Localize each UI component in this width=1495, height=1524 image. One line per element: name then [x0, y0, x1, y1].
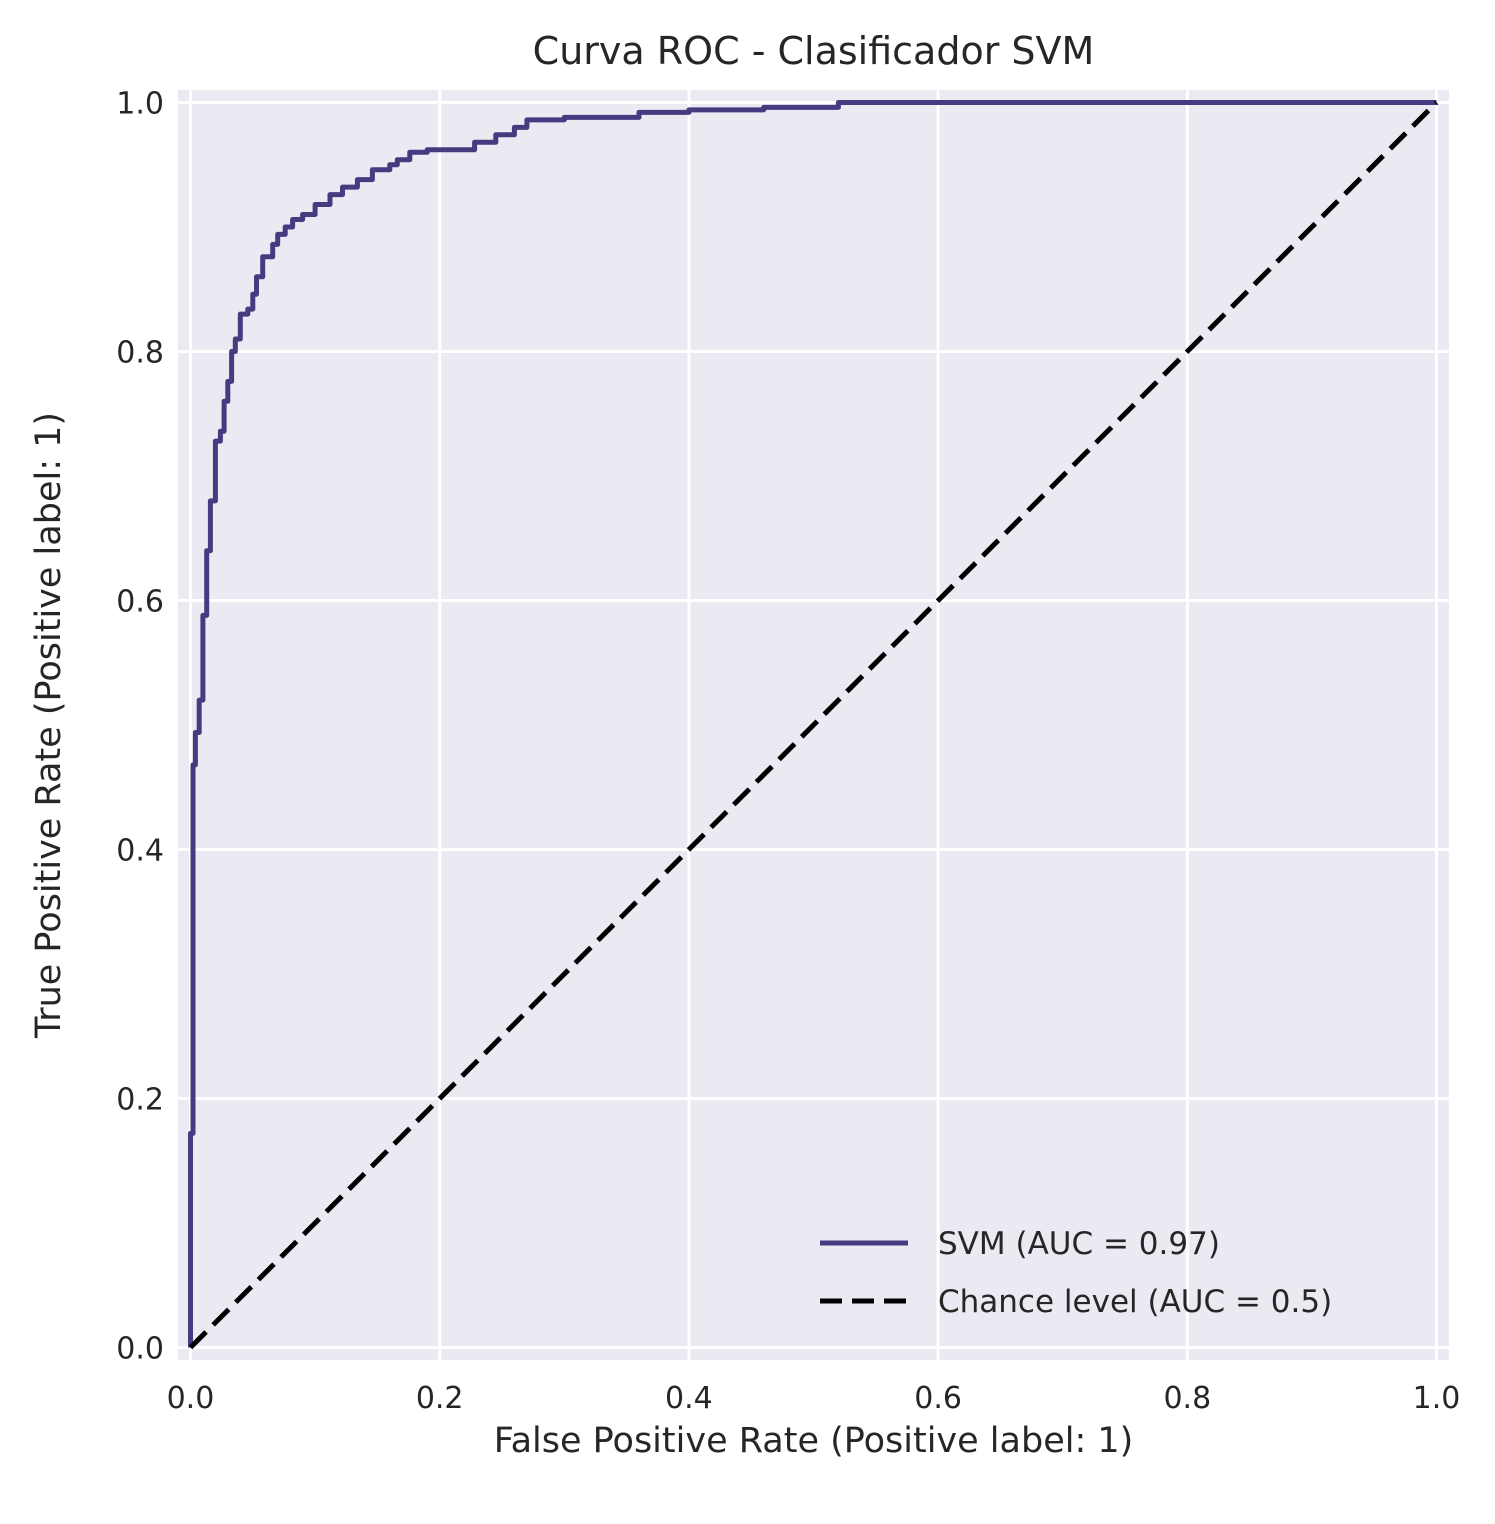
series-line-1	[188, 100, 1439, 1350]
y-tick-label: 0.8	[116, 335, 164, 370]
series-line-0	[188, 100, 1437, 1348]
tick-marks: 0.0 0.2 0.4 0.6 0.8 1.0 0.0 0.2 0.4 0.6 0.8 1.0	[116, 86, 1460, 1416]
y-tick-label: 0.0	[116, 1332, 164, 1367]
x-axis-label: False Positive Rate (Positive label: 1)	[494, 1421, 1134, 1461]
legend-label-1: Chance level (AUC = 0.5)	[938, 1284, 1332, 1320]
x-tick-label: 0.8	[1163, 1381, 1211, 1416]
chart-title: Curva ROC - Clasificador SVM	[533, 29, 1095, 73]
x-tick-label: 0.0	[167, 1381, 215, 1416]
y-tick-label: 0.6	[116, 584, 164, 619]
y-tick-label: 1.0	[116, 86, 164, 121]
x-tick-label: 1.0	[1413, 1381, 1461, 1416]
y-tick-label: 0.2	[116, 1083, 164, 1118]
x-tick-label: 0.4	[665, 1381, 713, 1416]
y-axis-label: True Positive Rate (Positive label: 1)	[29, 412, 69, 1039]
legend-label-0: SVM (AUC = 0.97)	[938, 1226, 1220, 1262]
x-tick-label: 0.2	[416, 1381, 464, 1416]
legend: SVM (AUC = 0.97) Chance level (AUC = 0.5)	[820, 1226, 1332, 1320]
x-tick-label: 0.6	[914, 1381, 962, 1416]
grid-lines	[178, 90, 1449, 1360]
y-tick-label: 0.4	[116, 834, 164, 869]
series-lines	[188, 100, 1439, 1350]
